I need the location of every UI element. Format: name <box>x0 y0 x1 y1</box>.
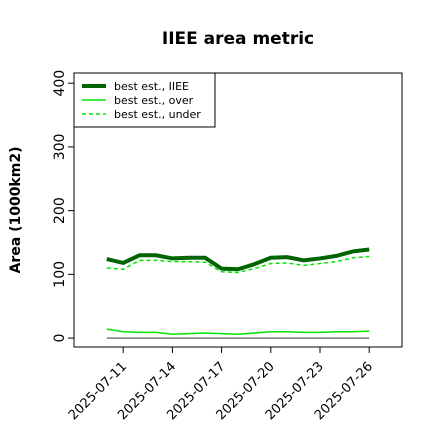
y-tick-label: 400 <box>52 70 68 97</box>
series-line <box>106 247 370 272</box>
series-line <box>106 255 370 274</box>
plot-frame <box>73 72 403 348</box>
y-tick-label: 100 <box>52 261 68 288</box>
y-tick-label: 200 <box>52 197 68 224</box>
y-axis-label: Area (1000km2) <box>8 147 24 274</box>
series-line <box>106 328 370 336</box>
y-tick-label: 0 <box>52 334 68 343</box>
legend-label: best est., IIEE <box>114 80 189 93</box>
legend-label: best est., under <box>114 108 201 121</box>
legend-label: best est., over <box>114 94 194 107</box>
y-tick-label: 300 <box>52 134 68 161</box>
chart-title: IIEE area metric <box>162 29 314 49</box>
